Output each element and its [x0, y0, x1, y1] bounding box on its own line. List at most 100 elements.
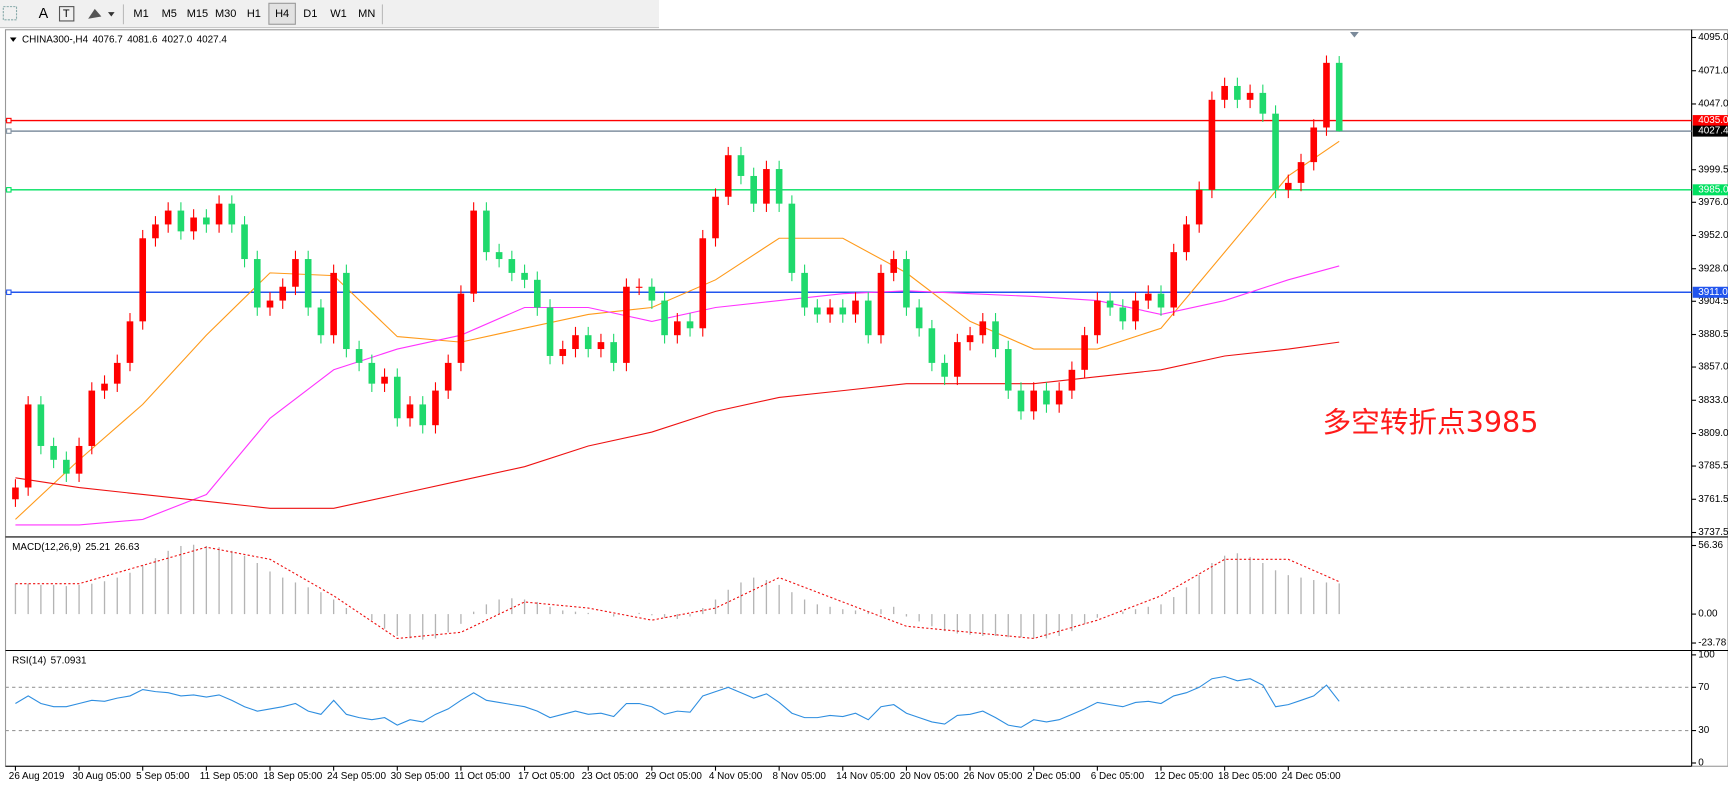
- candle-body: [635, 286, 643, 288]
- tool-cursor[interactable]: [2, 6, 18, 21]
- timeframe-label: M30: [215, 8, 236, 20]
- price-box: [1692, 115, 1728, 127]
- icon: [58, 6, 75, 22]
- timeframe-label: W1: [330, 8, 347, 20]
- candle-body: [495, 252, 503, 260]
- candle-body: [215, 203, 223, 225]
- moving-average: [15, 140, 1340, 520]
- x-tick-label: 11 Oct 05:00: [454, 771, 510, 782]
- candle-body: [1068, 369, 1076, 391]
- candle-body: [1030, 390, 1038, 412]
- price-box-label: 4035.0: [1698, 115, 1728, 126]
- candle-body: [1157, 293, 1165, 308]
- candle-body: [1017, 390, 1025, 412]
- candle-body: [1323, 62, 1330, 128]
- tool-shapes[interactable]: [88, 8, 115, 19]
- timeframe-label: MN: [358, 8, 375, 20]
- candle-body: [1132, 300, 1139, 322]
- timeframe-button[interactable]: M15: [187, 8, 208, 20]
- candle-body: [1221, 85, 1228, 100]
- timeframe-button[interactable]: H1: [247, 8, 261, 20]
- icon: [2, 6, 18, 21]
- y-tick-label: 4095.0: [1698, 32, 1728, 43]
- candle-body: [903, 259, 910, 308]
- candle-body: [928, 328, 936, 363]
- timeframe-label: H4: [275, 8, 289, 20]
- candle-body: [343, 272, 350, 350]
- candle-body: [546, 307, 554, 356]
- candle-body: [368, 362, 376, 384]
- candle-body: [50, 445, 57, 460]
- candle-body: [1284, 182, 1292, 190]
- y-tick-label: 3785.5: [1698, 461, 1728, 472]
- y-tick-label: 56.36: [1698, 540, 1723, 551]
- y-tick-label: 3999.5: [1698, 164, 1728, 175]
- timeframe-button[interactable]: M1: [133, 8, 148, 20]
- x-tick-label: 30 Sep 05:00: [391, 771, 450, 782]
- tool-label[interactable]: T: [58, 6, 75, 22]
- candle-body: [177, 210, 185, 232]
- candle-body: [852, 300, 859, 315]
- ohlc-value: 4081.6: [127, 34, 158, 45]
- moving-average: [15, 265, 1340, 526]
- candle-body: [1106, 300, 1114, 308]
- icon: [108, 12, 115, 17]
- candle-body: [750, 175, 757, 204]
- candle-body: [1055, 390, 1063, 405]
- price-box: [1692, 184, 1728, 196]
- price-line-handle: [6, 117, 12, 124]
- y-tick-label: -23.78: [1698, 638, 1727, 649]
- y-tick-label: 4071.0: [1698, 65, 1728, 76]
- y-tick-label: 3737.5: [1698, 527, 1728, 538]
- timeframe-button[interactable]: D1: [303, 8, 317, 20]
- shift-marker: [1350, 31, 1359, 38]
- ohlc-value: 4076.7: [93, 34, 124, 45]
- candle-body: [1094, 300, 1101, 336]
- active-button: [268, 2, 296, 25]
- candle-body: [1183, 224, 1190, 253]
- candle-body: [814, 307, 821, 315]
- y-tick-label: 0.00: [1698, 609, 1718, 620]
- candle-body: [686, 321, 694, 329]
- candle-body: [521, 272, 528, 280]
- candle-body: [381, 376, 388, 384]
- price-box-label: 4027.4: [1698, 126, 1728, 137]
- y-tick-label: 3857.0: [1698, 362, 1728, 373]
- candle-body: [12, 487, 19, 500]
- candle-body: [483, 210, 490, 253]
- timeframe-button[interactable]: MN: [358, 8, 375, 20]
- timeframe-label: H1: [247, 8, 261, 20]
- candle-body: [890, 259, 898, 273]
- candle-body: [304, 259, 312, 308]
- x-tick-label: 30 Aug 05:00: [72, 771, 131, 782]
- x-tick-label: 12 Dec 05:00: [1154, 771, 1213, 782]
- candle-body: [37, 404, 45, 446]
- icon: [88, 8, 102, 19]
- timeframe-button[interactable]: M30: [215, 8, 236, 20]
- candle-body: [355, 349, 363, 363]
- timeframe-button[interactable]: W1: [330, 8, 347, 20]
- x-tick-label: 26 Aug 2019: [9, 771, 65, 782]
- timeframe-button[interactable]: H4: [268, 2, 296, 25]
- candle-body: [1208, 99, 1216, 190]
- candle-body: [406, 404, 414, 419]
- x-tick-label: 8 Nov 05:00: [773, 771, 827, 782]
- candle-body: [763, 169, 770, 204]
- candle-body: [266, 300, 274, 308]
- tool-text[interactable]: A: [39, 6, 49, 22]
- candle-body: [1081, 335, 1088, 370]
- candle-body: [432, 390, 439, 426]
- candle-body: [661, 300, 668, 336]
- y-tick-label: 3761.5: [1698, 494, 1728, 505]
- timeframe-button[interactable]: M5: [162, 8, 177, 20]
- x-tick-label: 11 Sep 05:00: [200, 771, 259, 782]
- y-tick-label: 3976.0: [1698, 197, 1728, 208]
- candle-body: [190, 217, 197, 232]
- candle-body: [712, 196, 719, 239]
- x-tick-label: 23 Oct 05:00: [582, 771, 639, 782]
- indicator-title: RSI(14) 57.0931: [12, 655, 87, 666]
- candle-body: [393, 376, 401, 419]
- candle-body: [457, 293, 465, 363]
- candle-body: [508, 259, 516, 273]
